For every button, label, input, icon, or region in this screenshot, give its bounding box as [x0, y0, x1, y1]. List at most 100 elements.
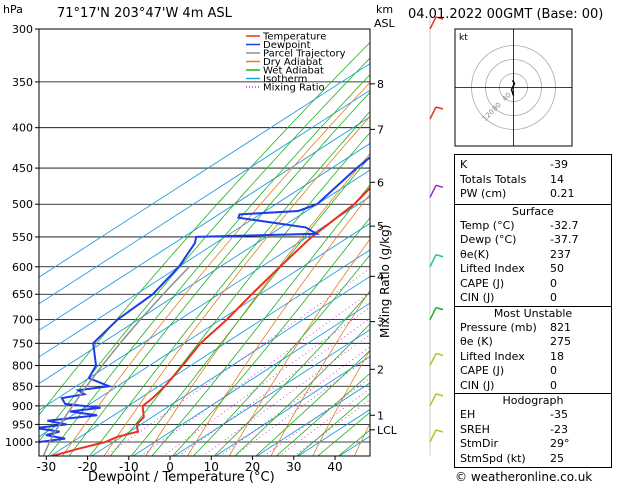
height-tick-label: 3 — [377, 316, 384, 329]
isotherm-line — [39, 63, 370, 278]
temperature-tick-label: 40 — [327, 460, 342, 474]
index-label: StmSpd (kt) — [460, 451, 526, 465]
wet-adiabat-line — [213, 291, 370, 456]
index-value: 275 — [550, 335, 571, 348]
height-tick-label: LCL — [377, 424, 398, 437]
wet-adiabat-line — [39, 41, 370, 416]
pressure-tick-label: 500 — [12, 198, 33, 211]
wind-barb-flag — [435, 254, 444, 258]
pressure-tick-label: 450 — [12, 162, 33, 175]
wet-adiabat-line — [275, 372, 370, 456]
index-row: Temp (°C) -32.7 — [455, 219, 611, 234]
pressure-unit-label: hPa — [3, 3, 23, 16]
index-row: Lifted Index 50 — [455, 262, 611, 277]
wind-barb-flag — [435, 16, 444, 20]
temperature-tick-label: 20 — [245, 460, 260, 474]
wet-adiabat-line — [151, 184, 370, 456]
legend-label: Mixing Ratio — [263, 83, 325, 94]
wet-adiabat-line — [317, 411, 370, 456]
index-label: CAPE (J) — [460, 276, 505, 290]
isotherm-line — [39, 222, 370, 438]
copyright-footer: © weatheronline.co.uk — [455, 470, 593, 484]
index-label: Totals Totals — [460, 172, 527, 186]
wind-barb — [429, 429, 437, 443]
dry-adiabat-line — [187, 193, 370, 456]
index-value: -39 — [550, 158, 568, 171]
height-unit-sublabel: ASL — [374, 17, 395, 30]
wet-adiabat-line — [296, 393, 370, 456]
index-value: 0 — [550, 364, 557, 377]
index-value: 821 — [550, 320, 571, 334]
index-label: θe (K) — [460, 335, 493, 348]
index-label: EH — [460, 408, 476, 421]
index-value: -37.7 — [550, 233, 579, 246]
isotherm-line — [39, 142, 370, 358]
legend-label: Dewpoint — [263, 40, 311, 51]
index-value: 50 — [550, 262, 564, 275]
index-row: θe (K) 275 — [455, 335, 611, 350]
mixing-ratio-line — [140, 291, 370, 456]
wind-barb — [429, 393, 437, 407]
legend-label: Isotherm — [263, 74, 307, 85]
index-value: 29° — [550, 437, 570, 450]
index-value: 25 — [550, 451, 564, 465]
index-value: 18 — [550, 349, 564, 363]
index-label: CAPE (J) — [460, 364, 505, 377]
index-label: CIN (J) — [460, 378, 495, 392]
surface-section: Surface Temp (°C) -32.7 Dewp (°C) -37.7 θe… — [455, 203, 611, 306]
index-value: 14 — [550, 172, 564, 186]
index-row: StmSpd (kt) 25 — [455, 452, 611, 467]
wind-barb-flag — [435, 184, 444, 189]
index-label: K — [460, 158, 468, 171]
wet-adiabat-line — [47, 73, 370, 456]
index-row: θe(K) 237 — [455, 248, 611, 263]
isotherm-line — [39, 116, 370, 331]
wind-barb-flag — [435, 306, 444, 311]
index-label: Lifted Index — [460, 349, 525, 363]
mixing-ratio-line — [219, 346, 370, 456]
wind-barb — [429, 307, 437, 320]
index-value: -32.7 — [550, 218, 579, 232]
index-row: CIN (J) 0 — [455, 379, 611, 394]
index-value: -35 — [550, 408, 568, 421]
wet-adiabat-line — [192, 254, 370, 456]
height-tick-label: 4 — [377, 270, 384, 283]
isotherm-line — [173, 329, 370, 456]
isotherm-line — [132, 302, 370, 456]
index-row: CIN (J) 0 — [455, 291, 611, 306]
index-row-pw: PW (cm) 0.21 — [455, 187, 611, 202]
pressure-tick-label: 1000 — [5, 436, 33, 449]
index-row: Dewp (°C) -37.7 — [455, 233, 611, 248]
index-row: EH -35 — [455, 408, 611, 423]
plot-frame — [38, 28, 371, 457]
index-row-k: K -39 — [455, 158, 611, 173]
isotherm-line — [214, 355, 370, 456]
index-label: CIN (J) — [460, 291, 495, 304]
temperature-tick-label: 0 — [166, 460, 174, 474]
index-label: θe(K) — [460, 247, 490, 261]
pressure-tick-label: 900 — [12, 400, 33, 413]
hodograph-section: Hodograph EH -35 SREH -23 StmDir 29° StmSpd… — [455, 393, 611, 466]
temperature-tick-label: -30 — [37, 460, 57, 474]
temperature-tick-label: -20 — [78, 460, 98, 474]
dry-adiabat-line — [228, 238, 370, 456]
datetime-title: 04.01.2022 00GMT (Base: 00) — [408, 7, 604, 22]
hodograph-trace — [510, 80, 516, 96]
parcel-trajectory-line — [42, 266, 190, 456]
pressure-tick-label: 800 — [12, 359, 33, 372]
dry-adiabat-line — [103, 115, 370, 456]
index-value: 0 — [550, 378, 557, 392]
wind-barb — [429, 353, 437, 366]
wet-adiabat-line — [172, 217, 370, 456]
height-tick-label: 7 — [377, 123, 384, 136]
wet-adiabat-line — [89, 110, 370, 456]
mixing-ratio-line — [202, 334, 370, 456]
index-label: PW (cm) — [460, 187, 507, 200]
index-label: Lifted Index — [460, 262, 525, 275]
pressure-tick-label: 300 — [12, 23, 33, 36]
height-tick-label: 1 — [377, 409, 384, 422]
wind-barb-flag — [435, 429, 444, 433]
pressure-tick-label: 400 — [12, 122, 33, 135]
temperature-tick-label: 10 — [204, 460, 219, 474]
index-value: 0 — [550, 276, 557, 290]
